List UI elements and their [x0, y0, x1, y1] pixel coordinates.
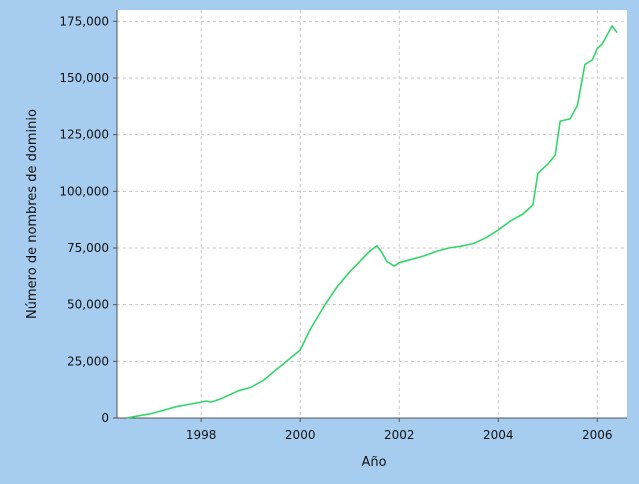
y-tick-label: 0 — [101, 411, 109, 425]
x-axis-label: Año — [361, 455, 386, 470]
y-tick-label: 75,000 — [67, 241, 109, 255]
y-tick-label: 175,000 — [59, 14, 109, 28]
x-tick-label: 2000 — [285, 428, 316, 442]
x-tick-label: 2006 — [582, 428, 613, 442]
y-tick-label: 125,000 — [59, 128, 109, 142]
y-tick-label: 100,000 — [59, 184, 109, 198]
y-axis-label: Número de nombres de dominio — [25, 109, 40, 319]
x-tick-label: 2002 — [384, 428, 415, 442]
x-tick-label: 2004 — [483, 428, 514, 442]
y-tick-label: 150,000 — [59, 71, 109, 85]
series-line — [126, 25, 618, 419]
x-tick-label: 1998 — [186, 428, 217, 442]
plot-area — [117, 10, 627, 418]
y-tick-label: 50,000 — [67, 298, 109, 312]
y-tick-label: 25,000 — [67, 354, 109, 368]
